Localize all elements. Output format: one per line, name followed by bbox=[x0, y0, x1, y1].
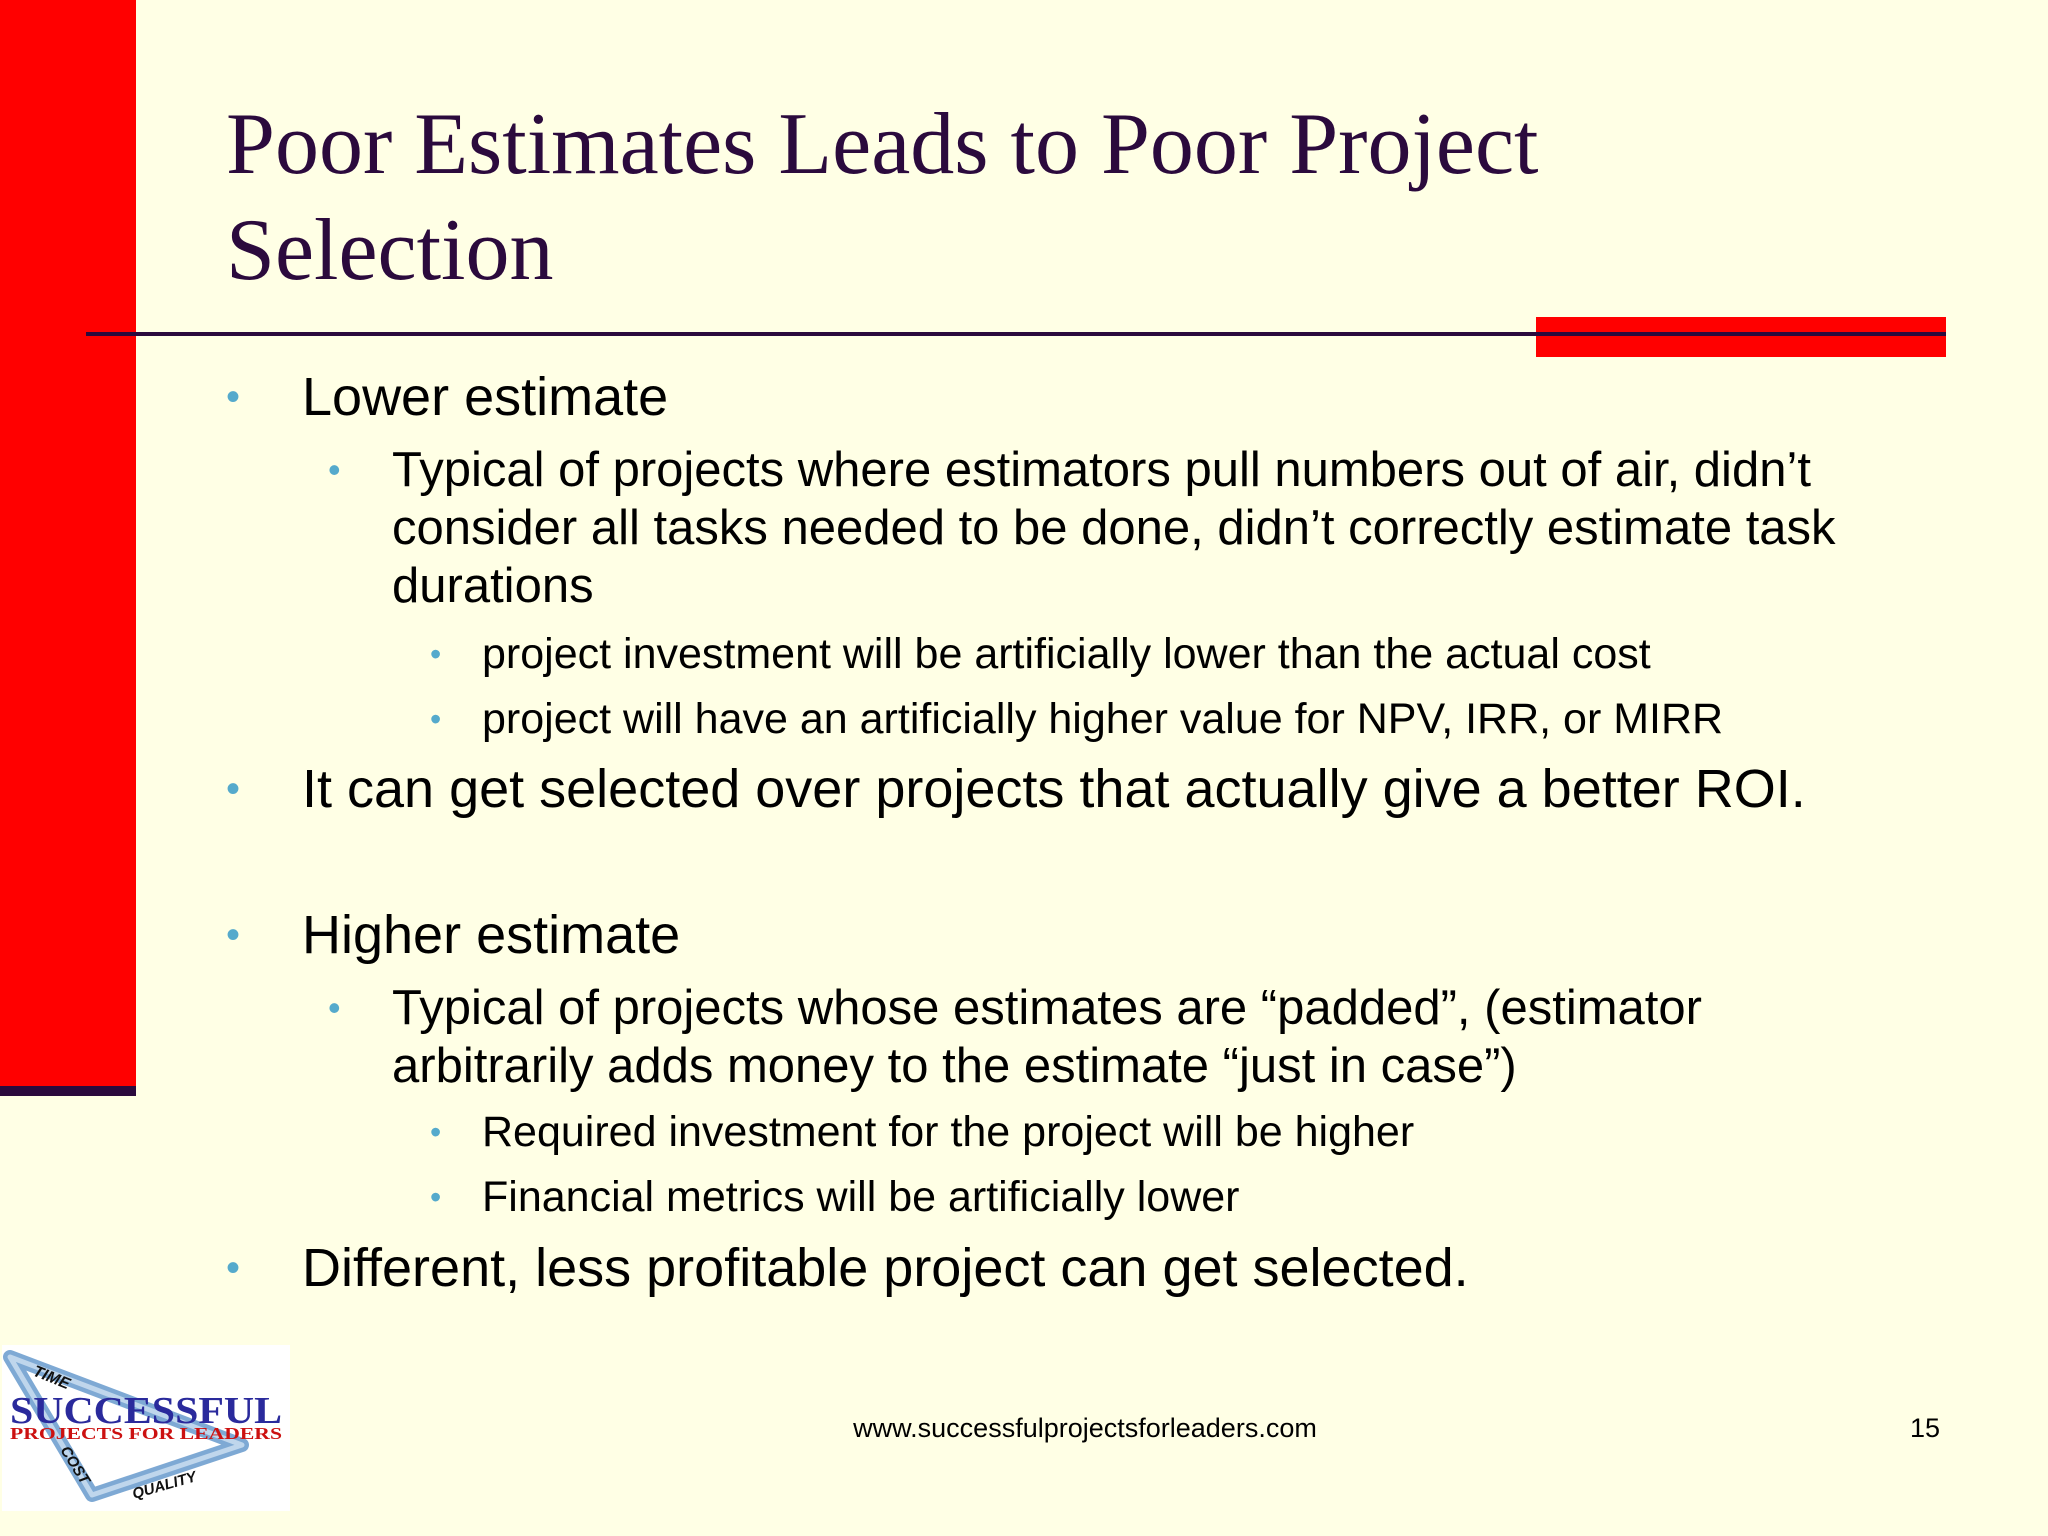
bullet-text: Financial metrics will be artificially l… bbox=[482, 1173, 1240, 1221]
bullet-dot: • bbox=[430, 1179, 442, 1215]
bullet-text: project will have an artificially higher… bbox=[482, 695, 1724, 743]
bullet-text: Different, less profitable project can g… bbox=[302, 1238, 1469, 1298]
company-logo: TIME COST QUALITY SUCCESSFUL PROJECTS FO… bbox=[2, 1345, 290, 1511]
title-divider-accent bbox=[1536, 317, 1946, 357]
bullet-item: • Higher estimate bbox=[226, 903, 1926, 967]
bullet-item: • project will have an artificially high… bbox=[430, 693, 1910, 745]
bullet-item: • Financial metrics will be artificially… bbox=[430, 1171, 1910, 1223]
bullet-text: Typical of projects whose estimates are … bbox=[392, 981, 1702, 1093]
bullet-dot: • bbox=[226, 375, 241, 419]
title-divider-line bbox=[86, 332, 1946, 336]
footer-url: www.successfulprojectsforleaders.com bbox=[853, 1413, 1317, 1443]
bullet-item: • It can get selected over projects that… bbox=[226, 757, 1926, 821]
page-number: 15 bbox=[1909, 1413, 1940, 1443]
bullet-text: Higher estimate bbox=[302, 905, 681, 965]
bullet-dot: • bbox=[226, 1246, 241, 1290]
bullet-dot: • bbox=[226, 767, 241, 811]
bullet-text: Typical of projects where estimators pul… bbox=[392, 443, 1836, 613]
bullet-dot: • bbox=[430, 1114, 442, 1150]
logo-graphic: TIME COST QUALITY SUCCESSFUL PROJECTS FO… bbox=[3, 1350, 282, 1503]
bullet-dot: • bbox=[328, 987, 341, 1028]
left-accent-bar bbox=[0, 0, 136, 1096]
bullet-item: • Typical of projects where estimators p… bbox=[328, 441, 1888, 615]
bullet-item: • Required investment for the project wi… bbox=[430, 1106, 1910, 1158]
bullet-text: Lower estimate bbox=[302, 367, 669, 427]
bullet-dot: • bbox=[430, 701, 442, 737]
bullet-dot: • bbox=[226, 913, 241, 957]
logo-triangle-highlight bbox=[7, 1354, 245, 1498]
logo-main-text: SUCCESSFUL bbox=[10, 1390, 282, 1432]
bullet-dot: • bbox=[328, 449, 341, 490]
bullet-item: • Different, less profitable project can… bbox=[226, 1236, 1926, 1300]
bullet-item: • Lower estimate bbox=[226, 365, 1926, 429]
slide-title: Poor Estimates Leads to Poor Project Sel… bbox=[226, 96, 1539, 299]
bullet-item: • Typical of projects whose estimates ar… bbox=[328, 979, 1888, 1095]
bullet-text: It can get selected over projects that a… bbox=[302, 759, 1806, 819]
bullet-item: • project investment will be artificiall… bbox=[430, 628, 1910, 680]
bullet-text: Required investment for the project will… bbox=[482, 1108, 1415, 1156]
bullet-text: project investment will be artificially … bbox=[482, 630, 1651, 678]
title-divider-line-overlay bbox=[1536, 332, 1946, 336]
bullet-dot: • bbox=[430, 636, 442, 672]
logo-sub-text: PROJECTS FOR LEADERS bbox=[10, 1424, 282, 1443]
